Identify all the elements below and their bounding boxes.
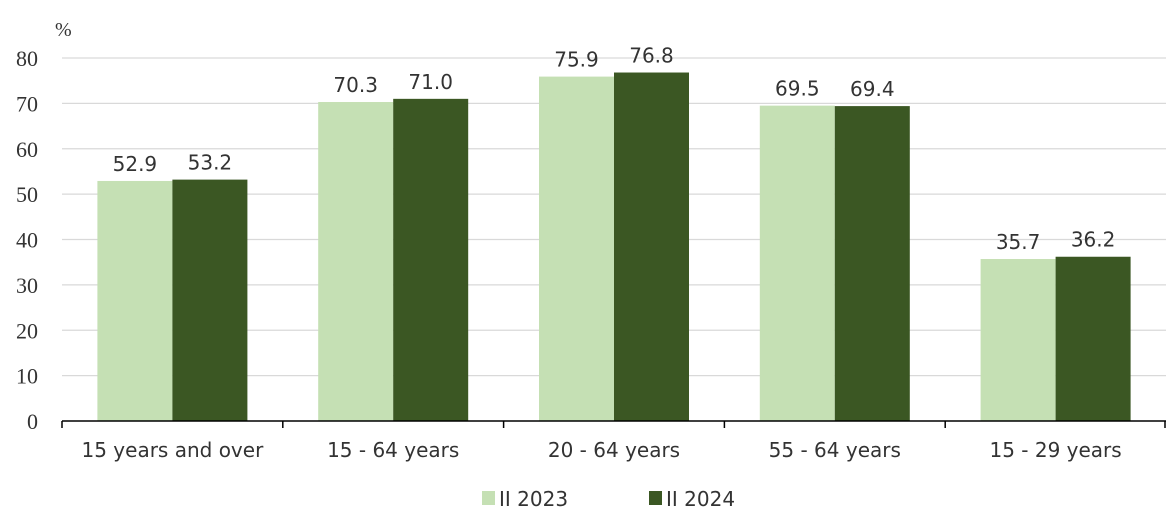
legend-label: II 2024 — [666, 487, 735, 509]
bar-ii-2023 — [539, 76, 614, 421]
bar-ii-2023 — [980, 259, 1056, 421]
bar-ii-2024 — [834, 106, 910, 421]
data-label: 69.4 — [850, 77, 895, 101]
legend: II 2023 II 2024 — [482, 487, 735, 509]
y-axis-unit-label: % — [55, 19, 72, 41]
data-label: 71.0 — [408, 70, 453, 94]
data-label: 35.7 — [996, 230, 1041, 254]
y-tick-label: 30 — [16, 273, 38, 298]
x-axis: 15 years and over 15 - 64 years 20 - 64 ye… — [61, 420, 1166, 462]
y-tick-label: 40 — [16, 228, 38, 253]
data-label: 76.8 — [629, 44, 674, 68]
legend-swatch — [482, 491, 495, 505]
y-tick-label: 80 — [16, 46, 38, 71]
data-label: 53.2 — [188, 151, 233, 175]
bar-ii-2023 — [97, 180, 173, 421]
bar-ii-2024 — [614, 72, 689, 422]
x-tick-label: 55 - 64 years — [769, 438, 901, 462]
x-tick-label: 20 - 64 years — [548, 438, 680, 462]
bar-ii-2024 — [393, 98, 469, 422]
bar-ii-2023 — [318, 102, 394, 422]
data-labels: 52.9 53.2 70.3 71.0 75.9 76.8 69.5 69.4 35.7 36.2 — [113, 44, 1116, 254]
data-label: 70.3 — [333, 73, 378, 97]
legend-label: II 2023 — [499, 487, 568, 509]
data-label: 69.5 — [775, 77, 820, 101]
legend-swatch — [649, 491, 662, 505]
x-tick-label: 15 - 29 years — [989, 438, 1121, 462]
y-tick-label: 60 — [16, 137, 38, 162]
bar-ii-2023 — [759, 105, 835, 422]
y-tick-label: 50 — [16, 182, 38, 207]
data-label: 75.9 — [554, 48, 599, 72]
bar-ii-2024 — [1055, 256, 1131, 421]
y-tick-label: 10 — [16, 364, 38, 389]
data-label: 36.2 — [1071, 228, 1116, 252]
bars — [97, 72, 1131, 422]
x-tick-label: 15 years and over — [82, 438, 265, 462]
y-tick-label: 20 — [16, 318, 38, 343]
y-tick-label: 0 — [27, 409, 38, 434]
bar-ii-2024 — [172, 179, 248, 421]
y-tick-label: 70 — [16, 91, 38, 116]
x-tick-label: 15 - 64 years — [327, 438, 459, 462]
data-label: 52.9 — [113, 152, 158, 176]
y-axis-ticks: 0 10 20 30 40 50 60 70 80 — [16, 46, 38, 434]
